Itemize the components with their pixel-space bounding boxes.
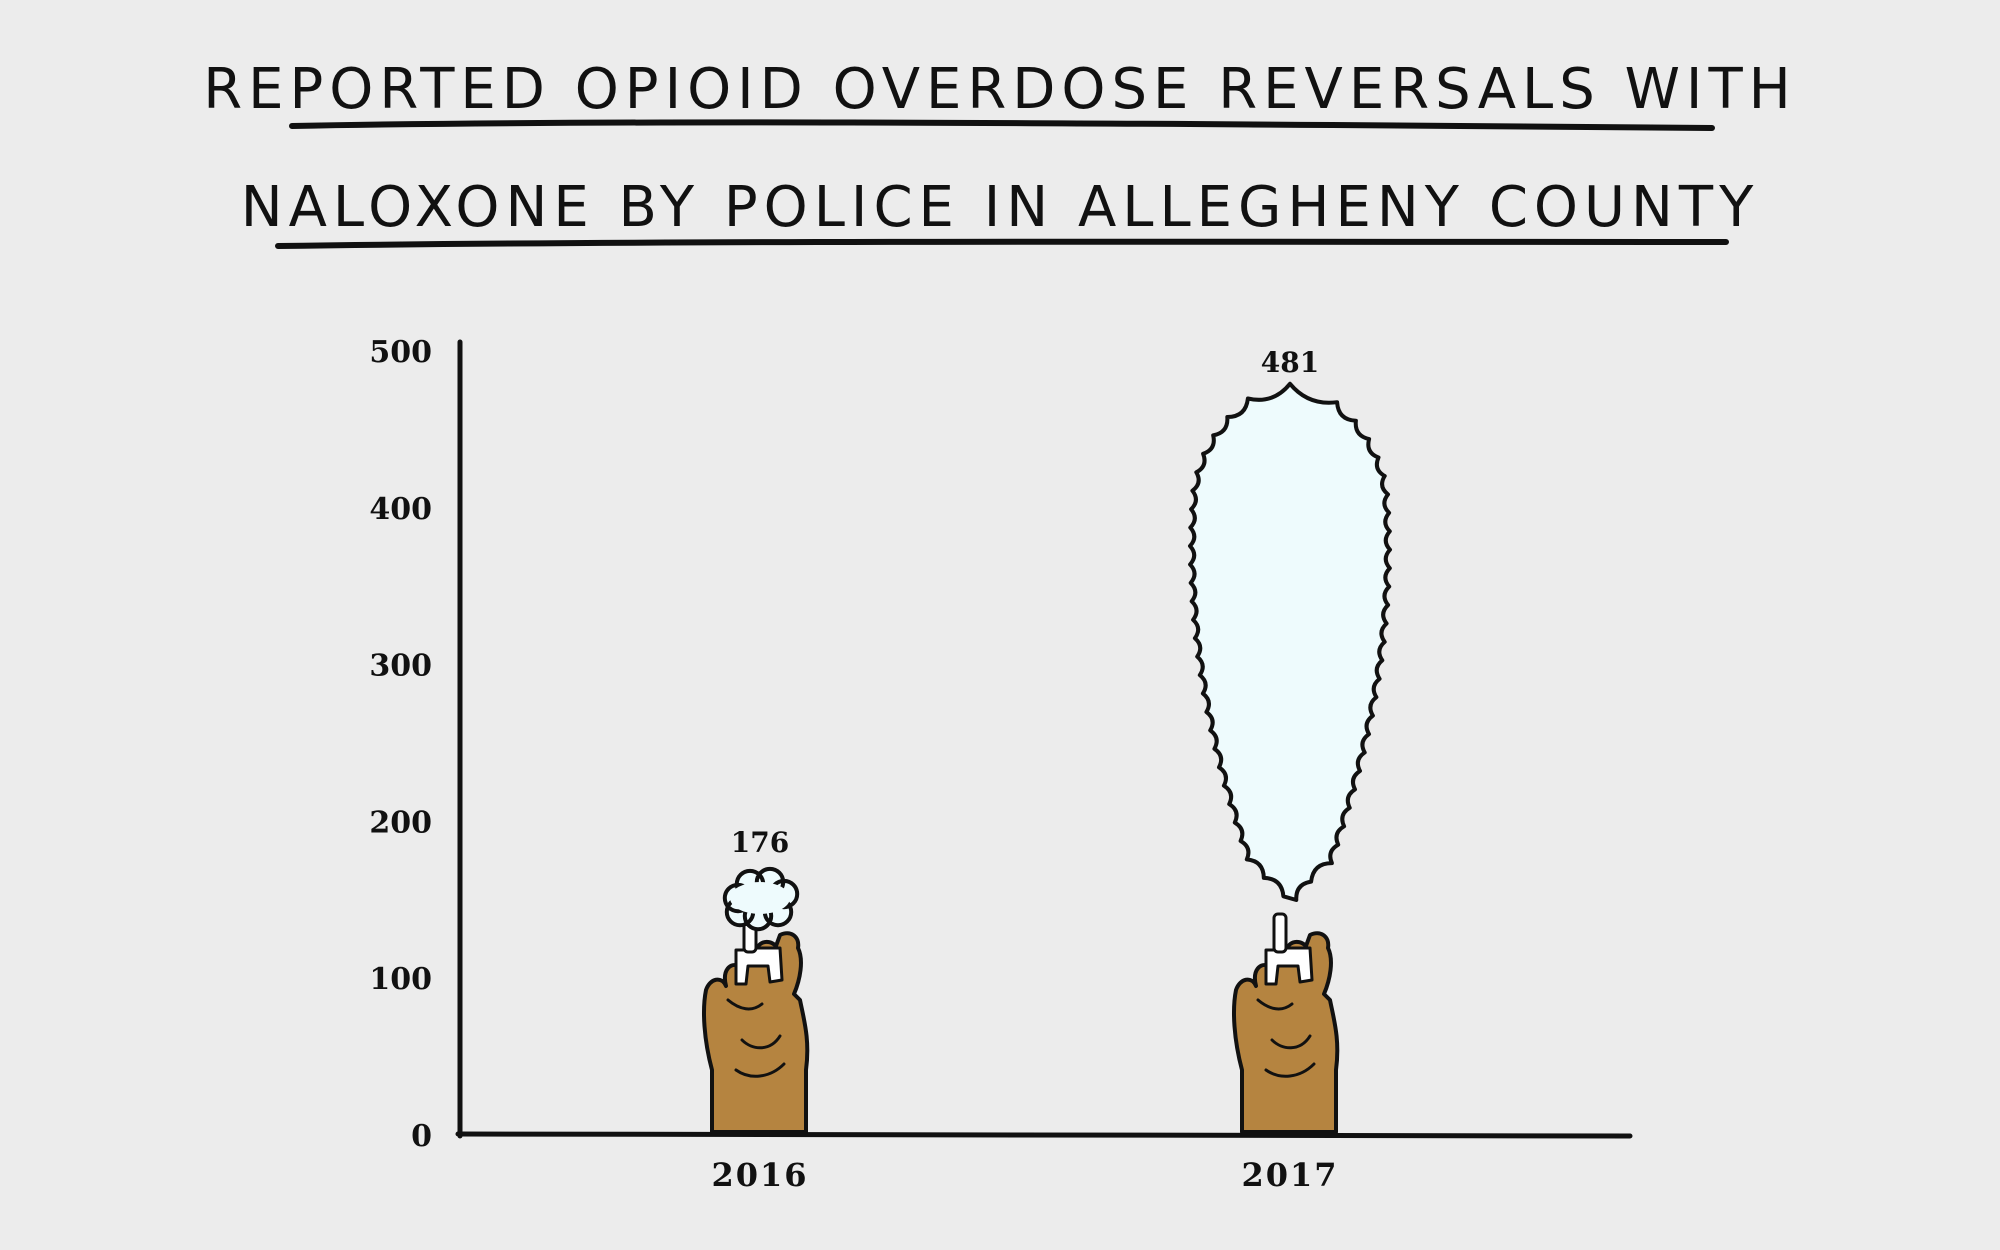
data-label: 481 [1261, 346, 1319, 379]
bar-2017: 481 2017 [1188, 346, 1392, 1194]
y-tick-label: 200 [369, 805, 432, 840]
hand-icon [1232, 912, 1340, 1134]
bar-2016: 176 2016 [702, 826, 810, 1194]
y-tick-labels: 0 100 200 300 400 500 [369, 335, 432, 1154]
x-axis [455, 1131, 1633, 1139]
y-tick-label: 100 [369, 962, 432, 997]
y-tick-label: 400 [369, 492, 432, 527]
y-tick-label: 0 [411, 1119, 432, 1154]
title-underline-2 [275, 238, 1729, 249]
x-tick-label: 2016 [711, 1156, 808, 1194]
data-label: 176 [731, 826, 789, 859]
x-tick-label: 2017 [1241, 1156, 1338, 1194]
title-underline-1 [289, 119, 1715, 131]
y-tick-label: 500 [369, 335, 432, 370]
cloud-bar [1188, 381, 1392, 902]
chart-title: REPORTED OPIOID OVERDOSE REVERSALS WITH … [203, 57, 1797, 249]
y-tick-label: 300 [369, 649, 432, 684]
chart-title-line-2: NALOXONE BY POLICE IN ALLEGHENY COUNTY [241, 175, 1760, 240]
chart-title-line-1: REPORTED OPIOID OVERDOSE REVERSALS WITH [203, 57, 1797, 122]
hand-icon [702, 912, 810, 1134]
chart-marks: 176 2016 481 2017 [702, 346, 1392, 1194]
